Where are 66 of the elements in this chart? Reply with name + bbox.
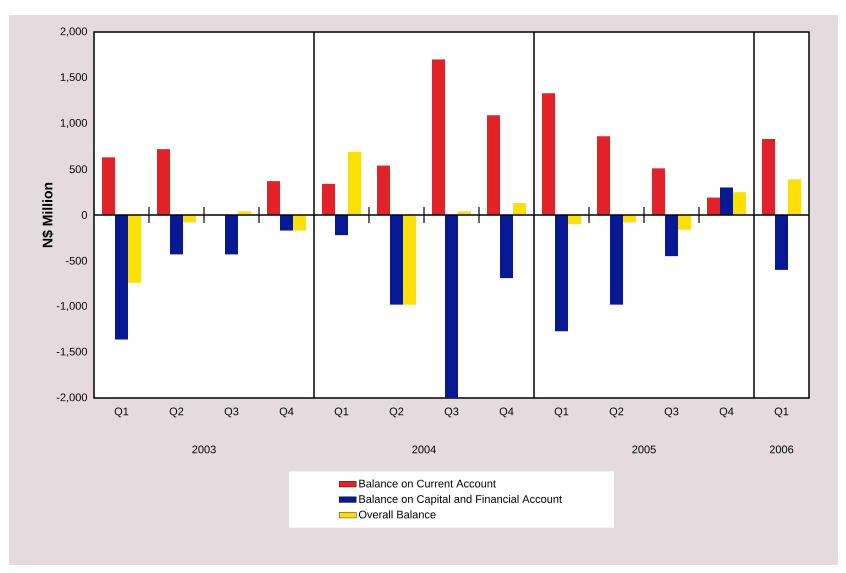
y-tick-label: -500 bbox=[66, 256, 88, 265]
y-tick-label: -1,500 bbox=[56, 348, 88, 357]
legend-label: Balance on Capital and Financial Account bbox=[359, 494, 562, 506]
y-tick-label: -2,000 bbox=[56, 393, 88, 403]
bar bbox=[267, 181, 280, 215]
x-tick-label: Q4 bbox=[720, 408, 734, 418]
text: 2004 bbox=[412, 446, 436, 454]
bar bbox=[432, 59, 446, 215]
bar bbox=[403, 215, 416, 305]
bar bbox=[762, 139, 776, 215]
x-tick-label: Q1 bbox=[114, 408, 128, 418]
bar bbox=[183, 215, 196, 222]
bar bbox=[335, 215, 348, 236]
bar bbox=[775, 215, 788, 270]
bar bbox=[733, 192, 746, 215]
x-tick-label: Q3 bbox=[224, 408, 238, 418]
bar bbox=[568, 215, 582, 224]
bar bbox=[555, 215, 568, 332]
x-tick-label: Q1 bbox=[554, 408, 568, 418]
bar bbox=[597, 136, 610, 215]
x-tick-label: Q4 bbox=[500, 408, 514, 418]
bar bbox=[513, 203, 526, 215]
x-tick-label: Q1 bbox=[334, 408, 348, 418]
bar bbox=[377, 166, 390, 215]
bar bbox=[293, 215, 306, 231]
x-tick-label: Q2 bbox=[170, 408, 184, 418]
legend-label: Overall Balance bbox=[358, 510, 436, 518]
bar bbox=[720, 188, 734, 215]
bar bbox=[115, 215, 128, 340]
y-axis-title: N$ Million bbox=[42, 182, 54, 248]
bar bbox=[390, 215, 404, 305]
bar bbox=[102, 157, 115, 215]
bar bbox=[665, 215, 678, 256]
bar bbox=[280, 215, 294, 231]
bar bbox=[445, 215, 458, 398]
y-tick-label: 500 bbox=[70, 165, 88, 174]
bar bbox=[610, 215, 624, 305]
legend-label: Balance on Current Account bbox=[359, 479, 496, 488]
bar bbox=[500, 215, 514, 278]
bar bbox=[652, 168, 666, 215]
x-tick-label: Q3 bbox=[664, 408, 678, 418]
x-tick-label: Q4 bbox=[280, 408, 294, 418]
bar bbox=[623, 215, 636, 222]
y-tick-label: -1,000 bbox=[56, 302, 88, 312]
x-tick-label: Q2 bbox=[610, 408, 624, 418]
x-tick-label: Q1 bbox=[774, 408, 788, 418]
bar bbox=[542, 93, 556, 215]
y-tick-label: 2,000 bbox=[60, 27, 88, 37]
y-tick-label: 1,500 bbox=[60, 73, 88, 82]
y-tick-label: 1,000 bbox=[60, 118, 88, 128]
text: 2006 bbox=[770, 446, 794, 454]
text: 2003 bbox=[192, 446, 216, 454]
bar bbox=[157, 149, 170, 215]
y-tick-label: 0 bbox=[82, 211, 88, 219]
bar bbox=[707, 198, 720, 215]
bar bbox=[678, 215, 692, 230]
x-tick-label: Q2 bbox=[390, 408, 404, 418]
bar bbox=[128, 215, 142, 283]
bar bbox=[170, 215, 184, 254]
bar bbox=[348, 152, 362, 215]
bar bbox=[225, 215, 238, 254]
bar bbox=[487, 115, 500, 215]
bar bbox=[322, 184, 336, 215]
text: 2005 bbox=[632, 446, 656, 454]
x-tick-label: Q3 bbox=[444, 408, 458, 418]
bar bbox=[788, 179, 802, 215]
